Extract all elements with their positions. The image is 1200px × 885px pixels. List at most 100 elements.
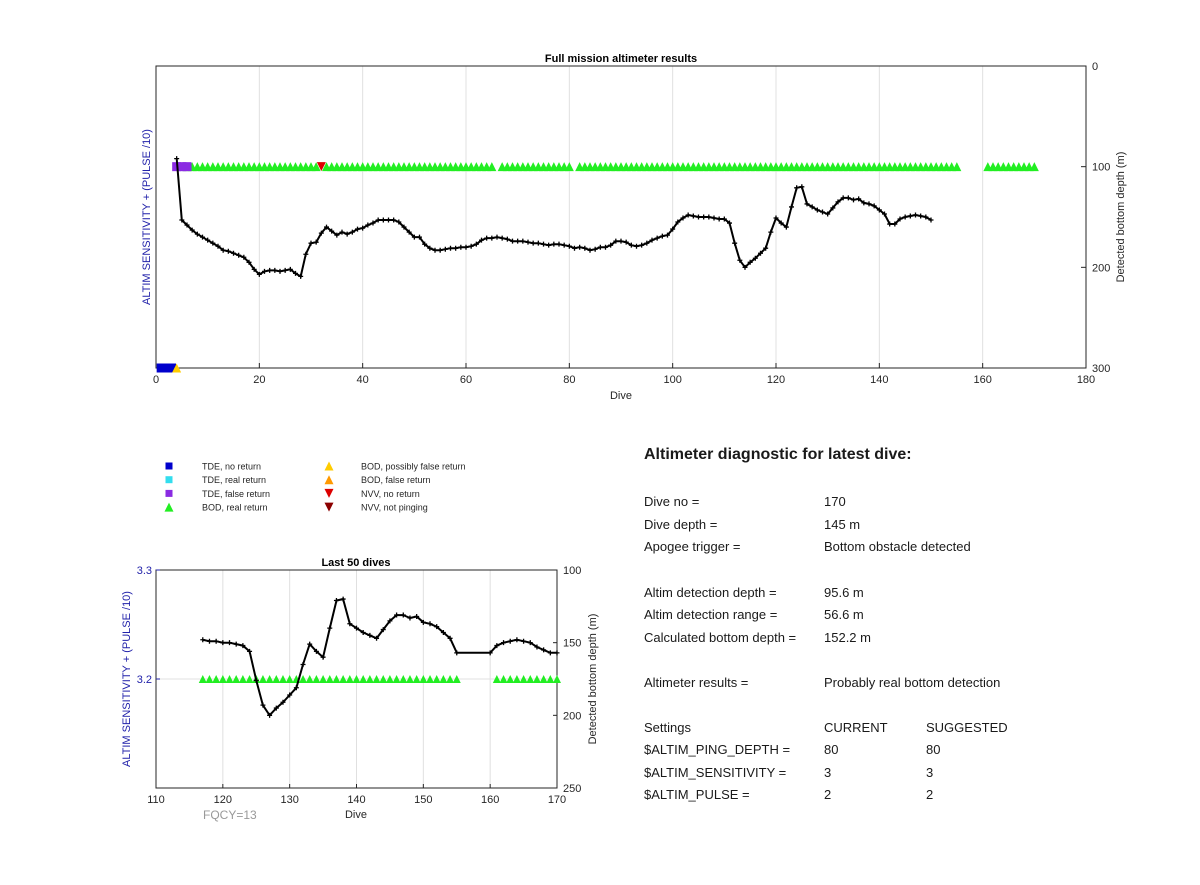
point-cross xyxy=(442,246,448,252)
depth-point xyxy=(374,635,380,641)
bod-real-return-marker xyxy=(499,675,508,683)
depth-point xyxy=(835,199,841,205)
bod-real-return-marker xyxy=(332,675,341,683)
fqcy-label: FQCY=13 xyxy=(203,808,257,822)
point-cross xyxy=(434,624,440,630)
diagnostic-title: Altimeter diagnostic for latest dive: xyxy=(644,446,912,463)
point-cross xyxy=(251,266,257,272)
point-cross xyxy=(414,614,420,620)
depth-line xyxy=(202,597,557,717)
depth-point xyxy=(251,266,257,272)
settings-header-label: Settings xyxy=(644,720,691,735)
diag-label: Altimeter results = xyxy=(644,675,749,690)
depth-point xyxy=(442,246,448,252)
point-cross xyxy=(845,195,851,201)
bod-real-return-marker xyxy=(205,675,214,683)
point-cross xyxy=(370,220,376,226)
bod-real-return-marker xyxy=(311,162,321,172)
point-cross xyxy=(546,242,552,248)
bod-real-return-marker xyxy=(225,675,234,683)
depth-point xyxy=(220,640,226,646)
point-cross xyxy=(329,228,335,234)
point-cross xyxy=(189,227,195,233)
depth-point xyxy=(907,213,913,219)
bod-real-return-marker xyxy=(285,675,294,683)
x-tick-label: 140 xyxy=(870,374,888,386)
bod-real-return-marker xyxy=(325,675,334,683)
diag-value: Probably real bottom detection xyxy=(824,675,1001,690)
point-cross xyxy=(210,240,216,246)
point-cross xyxy=(432,247,438,253)
point-cross xyxy=(773,215,779,221)
depth-point xyxy=(479,237,484,243)
depth-point xyxy=(300,661,306,667)
point-cross xyxy=(308,240,314,246)
point-cross xyxy=(876,207,882,213)
depth-point xyxy=(577,244,583,250)
point-cross xyxy=(267,712,273,718)
diag-value: Bottom obstacle detected xyxy=(824,539,971,554)
depth-point xyxy=(387,618,393,624)
point-cross xyxy=(184,222,190,228)
point-cross xyxy=(861,200,867,206)
point-cross xyxy=(923,214,929,220)
x-tick-label: 110 xyxy=(147,794,165,806)
point-cross xyxy=(327,625,333,631)
depth-point xyxy=(448,245,453,251)
point-cross xyxy=(701,214,707,220)
depth-point xyxy=(514,637,520,643)
point-cross xyxy=(262,268,267,274)
depth-point xyxy=(696,214,701,220)
legend-label: TDE, no return xyxy=(202,462,261,472)
point-cross xyxy=(447,635,453,641)
point-cross xyxy=(556,241,562,247)
point-cross xyxy=(174,156,180,162)
depth-point xyxy=(463,244,469,250)
point-cross xyxy=(231,250,236,256)
point-cross xyxy=(340,596,346,602)
point-cross xyxy=(706,214,712,220)
point-cross xyxy=(527,640,533,646)
depth-point xyxy=(520,238,526,244)
depth-point xyxy=(313,648,319,654)
depth-point xyxy=(200,234,205,240)
point-cross xyxy=(561,242,567,248)
depth-point xyxy=(541,241,546,247)
depth-point xyxy=(354,625,359,631)
top-x-axis-label: Dive xyxy=(610,390,632,402)
point-cross xyxy=(280,699,286,705)
depth-point xyxy=(534,644,540,650)
top-markers xyxy=(156,162,1039,373)
point-cross xyxy=(463,244,469,250)
depth-point xyxy=(437,247,443,253)
depth-point xyxy=(308,240,314,246)
depth-point xyxy=(360,629,366,635)
depth-point xyxy=(551,241,557,247)
depth-point xyxy=(220,247,226,253)
point-cross xyxy=(504,236,510,242)
diag-label: Calculated bottom depth = xyxy=(644,630,797,645)
depth-point xyxy=(440,629,446,635)
depth-point xyxy=(799,184,805,190)
point-cross xyxy=(233,641,239,647)
x-tick-label: 60 xyxy=(460,374,472,386)
bod-real-return-marker xyxy=(432,675,441,683)
point-cross xyxy=(840,195,846,201)
depth-point xyxy=(597,244,603,250)
depth-point xyxy=(892,221,898,227)
point-cross xyxy=(253,677,259,683)
depth-point xyxy=(334,232,340,238)
depth-point xyxy=(809,204,815,210)
point-cross xyxy=(535,240,541,246)
point-cross xyxy=(273,705,279,711)
depth-point xyxy=(468,243,474,249)
depth-point xyxy=(298,273,304,279)
point-cross xyxy=(407,615,413,621)
legend-marker xyxy=(164,502,174,512)
depth-point xyxy=(320,654,326,660)
point-cross xyxy=(882,211,887,217)
settings-current: 2 xyxy=(824,787,832,802)
point-cross xyxy=(577,244,583,250)
point-cross xyxy=(344,231,350,237)
depth-point xyxy=(414,614,420,620)
